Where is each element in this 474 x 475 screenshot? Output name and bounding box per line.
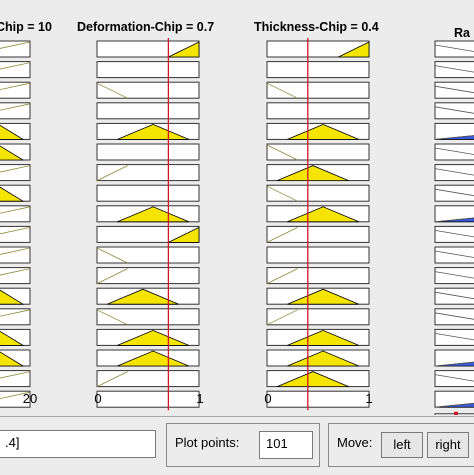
rule-11-col-4-cell: [434, 246, 474, 264]
rule-18-col-2-cell: [96, 390, 200, 408]
rule-2-col-3-cell: [266, 61, 370, 79]
rule-12-col-3-cell: [266, 267, 370, 285]
rule-viewer-plot-area[interactable]: Chip = 10 Deformation-Chip = 0.7 Thickne…: [0, 0, 474, 415]
rule-3-col-1-cell: [0, 81, 31, 99]
rule-10-col-4-cell: [434, 225, 474, 243]
rule-8-col-3-cell: [266, 184, 370, 202]
input2-header: Deformation-Chip = 0.7: [77, 20, 214, 34]
rule-15-col-4-cell: [434, 328, 474, 346]
input3-axis-max: 1: [365, 391, 372, 406]
rule-17-col-1-cell: [0, 370, 31, 388]
move-panel: Move: left right: [328, 423, 474, 467]
rule-3-col-4-cell: [434, 81, 474, 99]
rule-4-col-4-cell: [434, 102, 474, 120]
rule-1-col-4-cell: [434, 40, 474, 58]
input1-header: Chip = 10: [0, 20, 52, 34]
rule-14-col-1-cell: [0, 308, 31, 326]
rule-10-col-1-cell: [0, 225, 31, 243]
plot-points-field[interactable]: 101: [259, 431, 313, 459]
rule-18-col-3-cell: [266, 390, 370, 408]
rule-4-col-3-cell: [266, 102, 370, 120]
rule-6-col-3-cell: [266, 143, 370, 161]
rule-2-col-4-cell: [434, 61, 474, 79]
rule-8-col-2-cell: [96, 184, 200, 202]
rule-6-col-4-cell: [434, 143, 474, 161]
move-left-button[interactable]: left: [381, 432, 423, 458]
move-right-button[interactable]: right: [427, 432, 469, 458]
rule-3-col-2-cell: [96, 81, 200, 99]
rule-18-col-1-cell: [0, 390, 31, 408]
rule-6-col-2-cell: [96, 143, 200, 161]
rule-12-col-1-cell: [0, 267, 31, 285]
rule-14-col-2-cell: [96, 308, 200, 326]
input-value-field[interactable]: .4]: [0, 430, 156, 458]
rule-17-col-2-cell: [96, 370, 200, 388]
rule-4-col-1-cell: [0, 102, 31, 120]
input2-axis-max: 1: [196, 391, 203, 406]
input3-axis-min: 0: [264, 391, 271, 406]
rule-8-col-4-cell: [434, 184, 474, 202]
rule-9-col-1-cell: [0, 205, 31, 223]
move-label: Move:: [337, 435, 373, 450]
output-header: Ra: [454, 26, 471, 40]
rule-13-col-4-cell: [434, 287, 474, 305]
rule-11-col-2-cell: [96, 246, 200, 264]
input1-axis-max: 20: [23, 391, 37, 406]
rule-12-col-2-cell: [96, 267, 200, 285]
rule-14-col-4-cell: [434, 308, 474, 326]
rule-7-col-4-cell: [434, 164, 474, 182]
rule-1-col-1-cell: [0, 40, 31, 58]
rule-7-col-2-cell: [96, 164, 200, 182]
plot-points-label: Plot points:: [175, 435, 240, 450]
rule-2-col-2-cell: [96, 61, 200, 79]
control-bar: .4] Plot points: 101 Move: left right: [0, 416, 474, 475]
plot-points-panel: Plot points: 101: [166, 423, 320, 467]
rule-17-col-4-cell: [434, 370, 474, 388]
input3-header: Thickness-Chip = 0.4: [254, 20, 379, 34]
rule-3-col-3-cell: [266, 81, 370, 99]
output-value-marker: [454, 411, 458, 415]
rule-7-col-1-cell: [0, 164, 31, 182]
rule-11-col-3-cell: [266, 246, 370, 264]
rule-10-col-3-cell: [266, 225, 370, 243]
rule-4-col-2-cell: [96, 102, 200, 120]
rule-12-col-4-cell: [434, 267, 474, 285]
rule-14-col-3-cell: [266, 308, 370, 326]
rule-11-col-1-cell: [0, 246, 31, 264]
input2-axis-min: 0: [94, 391, 101, 406]
rule-2-col-1-cell: [0, 61, 31, 79]
